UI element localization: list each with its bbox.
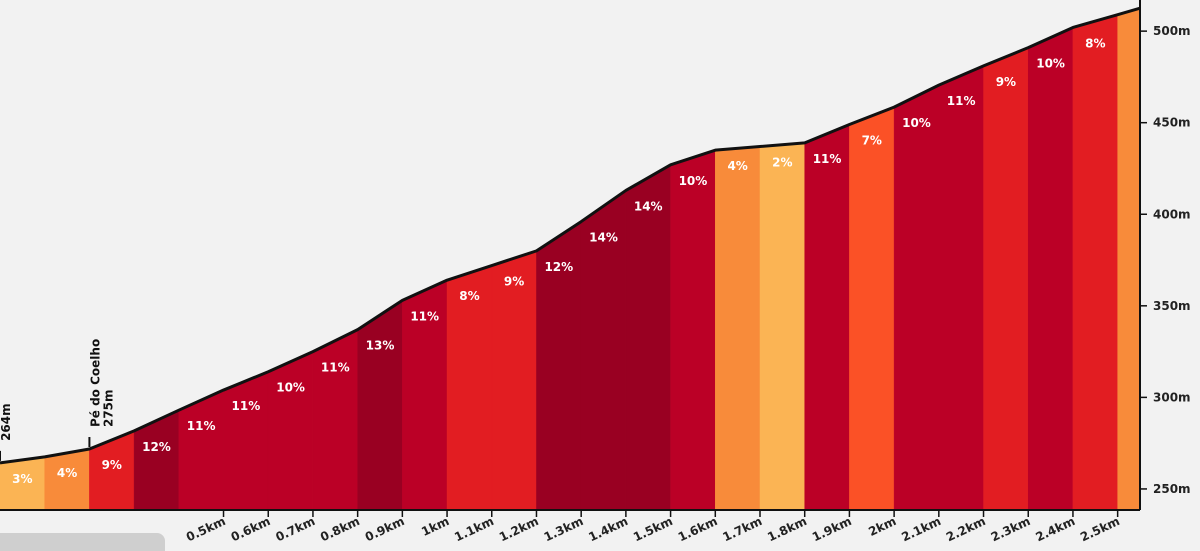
grade-segment bbox=[759, 142, 805, 511]
overlay-bar bbox=[0, 533, 165, 551]
grade-label: 13% bbox=[366, 339, 395, 353]
grade-label: 10% bbox=[679, 174, 708, 188]
grade-label: 14% bbox=[589, 231, 618, 245]
grade-label: 10% bbox=[1036, 57, 1065, 71]
grade-segment bbox=[849, 106, 895, 511]
y-tick-label: 400m bbox=[1153, 207, 1191, 221]
annotation-text: Pé do Coelho bbox=[88, 339, 102, 427]
grade-label: 2% bbox=[772, 155, 792, 169]
grade-label: 11% bbox=[187, 419, 216, 433]
y-tick-label: 300m bbox=[1153, 390, 1191, 404]
grade-label: 9% bbox=[504, 275, 524, 289]
grade-label: 8% bbox=[1085, 36, 1105, 50]
grade-segment bbox=[938, 65, 984, 511]
grade-label: 11% bbox=[947, 94, 976, 108]
grade-label: 11% bbox=[232, 399, 261, 413]
elevation-line bbox=[0, 6, 1141, 465]
y-tick-label: 450m bbox=[1153, 116, 1191, 130]
annotation-text: 264m bbox=[0, 403, 13, 441]
grade-label: 12% bbox=[142, 440, 171, 454]
annotation-text: 275m bbox=[101, 389, 115, 427]
grade-segment bbox=[625, 164, 671, 511]
grade-label: 11% bbox=[321, 361, 350, 375]
grade-segment bbox=[983, 47, 1029, 511]
grade-segment bbox=[670, 149, 716, 511]
grade-label: 4% bbox=[727, 159, 747, 173]
grade-label: 8% bbox=[459, 289, 479, 303]
grade-segment bbox=[1027, 27, 1074, 511]
grade-segment bbox=[1072, 14, 1118, 511]
grade-segment bbox=[267, 351, 314, 511]
grade-label: 11% bbox=[410, 309, 439, 323]
grade-label: 10% bbox=[276, 381, 305, 395]
y-tick-label: 350m bbox=[1153, 299, 1191, 313]
y-tick-label: 500m bbox=[1153, 24, 1191, 38]
grade-segment bbox=[491, 250, 537, 511]
plot: 3% 4% 9% 12% 11% 11% 10% 11% 13% 11% 8% 9% 12% 14% 14%… bbox=[0, 0, 1191, 544]
grade-label: 10% bbox=[902, 116, 931, 130]
grade-label: 3% bbox=[12, 472, 32, 486]
grade-segment bbox=[1117, 7, 1141, 511]
grade-label: 7% bbox=[862, 134, 882, 148]
grade-segment bbox=[357, 299, 403, 511]
grade-segment bbox=[804, 124, 850, 511]
grade-label: 14% bbox=[634, 199, 663, 213]
grade-label: 9% bbox=[102, 458, 122, 472]
grade-segment bbox=[715, 146, 761, 511]
grade-segment bbox=[893, 84, 940, 511]
grade-label: 11% bbox=[813, 152, 842, 166]
grade-segment bbox=[312, 329, 358, 511]
grade-label: 4% bbox=[57, 466, 77, 480]
y-tick-label: 250m bbox=[1153, 482, 1191, 496]
grade-label: 12% bbox=[544, 260, 573, 274]
grade-label: 9% bbox=[996, 75, 1016, 89]
grade-segment bbox=[223, 371, 269, 511]
